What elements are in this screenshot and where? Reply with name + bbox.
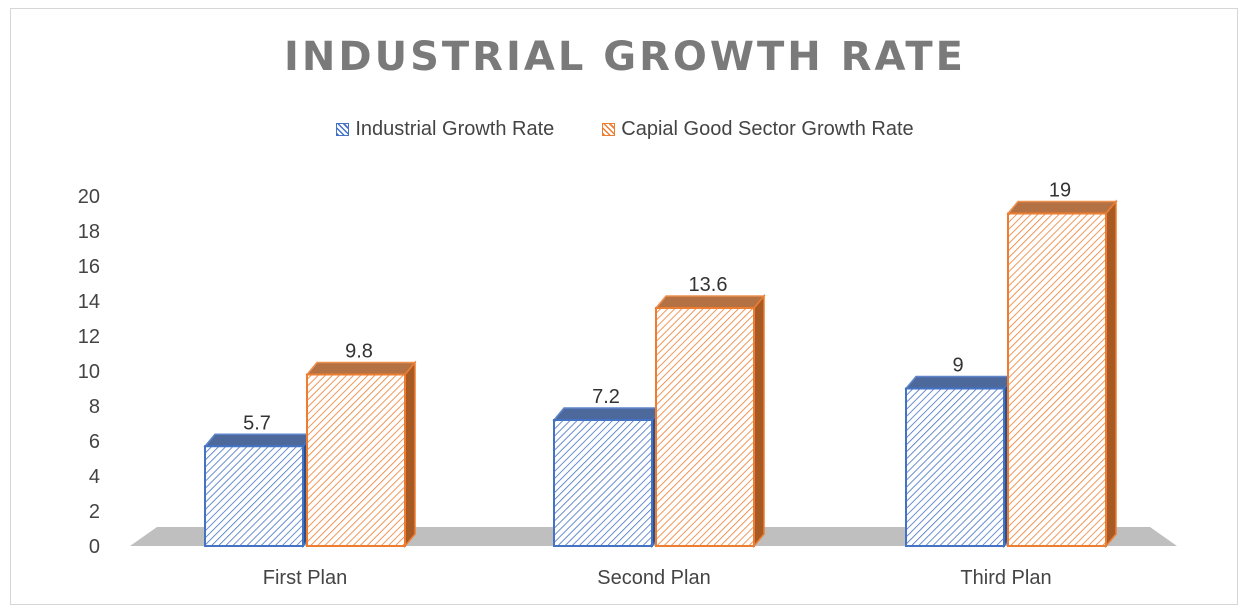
bar-industrial [552,405,664,549]
y-tick-label: 20 [78,186,100,208]
legend-swatch-capital-goods [602,123,616,136]
bar-side-face [753,293,765,549]
bar-side-face [1105,199,1117,549]
data-label: 9.8 [345,341,373,363]
y-tick-label: 16 [78,256,100,278]
bar-top-face [654,295,766,309]
bar-front-face [655,307,755,547]
data-label: 19 [1049,180,1071,202]
bar-industrial [904,374,1016,549]
legend-item-industrial: Industrial Growth Rate [336,118,554,141]
legend: Industrial Growth Rate Capial Good Secto… [0,118,1250,141]
bar-capital-goods [305,360,417,549]
y-tick-label: 4 [89,466,100,488]
legend-label-capital-goods: Capial Good Sector Growth Rate [621,118,914,140]
bar-top-face [552,407,664,421]
legend-swatch-industrial [336,123,350,136]
bar-front-face [553,419,653,547]
y-tick-label: 12 [78,326,100,348]
bar-front-face [204,445,304,547]
y-tick-label: 6 [89,431,100,453]
bar-top-face [203,433,315,447]
y-tick-label: 8 [89,396,100,418]
bar-capital-goods [1006,199,1118,549]
bar-capital-goods [654,293,766,549]
bar-top-face [904,375,1016,390]
data-label: 13.6 [689,274,728,296]
bar-side-face [404,360,416,549]
legend-item-capital-goods: Capial Good Sector Growth Rate [602,118,914,141]
bar-front-face [306,373,406,547]
x-category-label: Third Plan [960,567,1051,589]
bar-top-face [1006,200,1118,215]
data-label: 7.2 [592,386,620,408]
x-category-label: Second Plan [597,567,710,589]
y-tick-label: 18 [78,221,100,243]
data-label: 9 [952,355,963,377]
y-tick-label: 2 [89,501,100,523]
y-tick-label: 0 [89,536,100,558]
data-label: 5.7 [243,412,271,434]
bar-front-face [905,387,1005,547]
x-category-label: First Plan [263,567,347,589]
y-tick-label: 14 [78,291,100,313]
bar-industrial [203,432,315,549]
y-tick-label: 10 [78,361,100,383]
legend-label-industrial: Industrial Growth Rate [355,118,555,140]
bar-front-face [1007,212,1107,547]
chart-title: INDUSTRIAL GROWTH RATE [284,34,966,80]
bar-top-face [305,361,417,376]
